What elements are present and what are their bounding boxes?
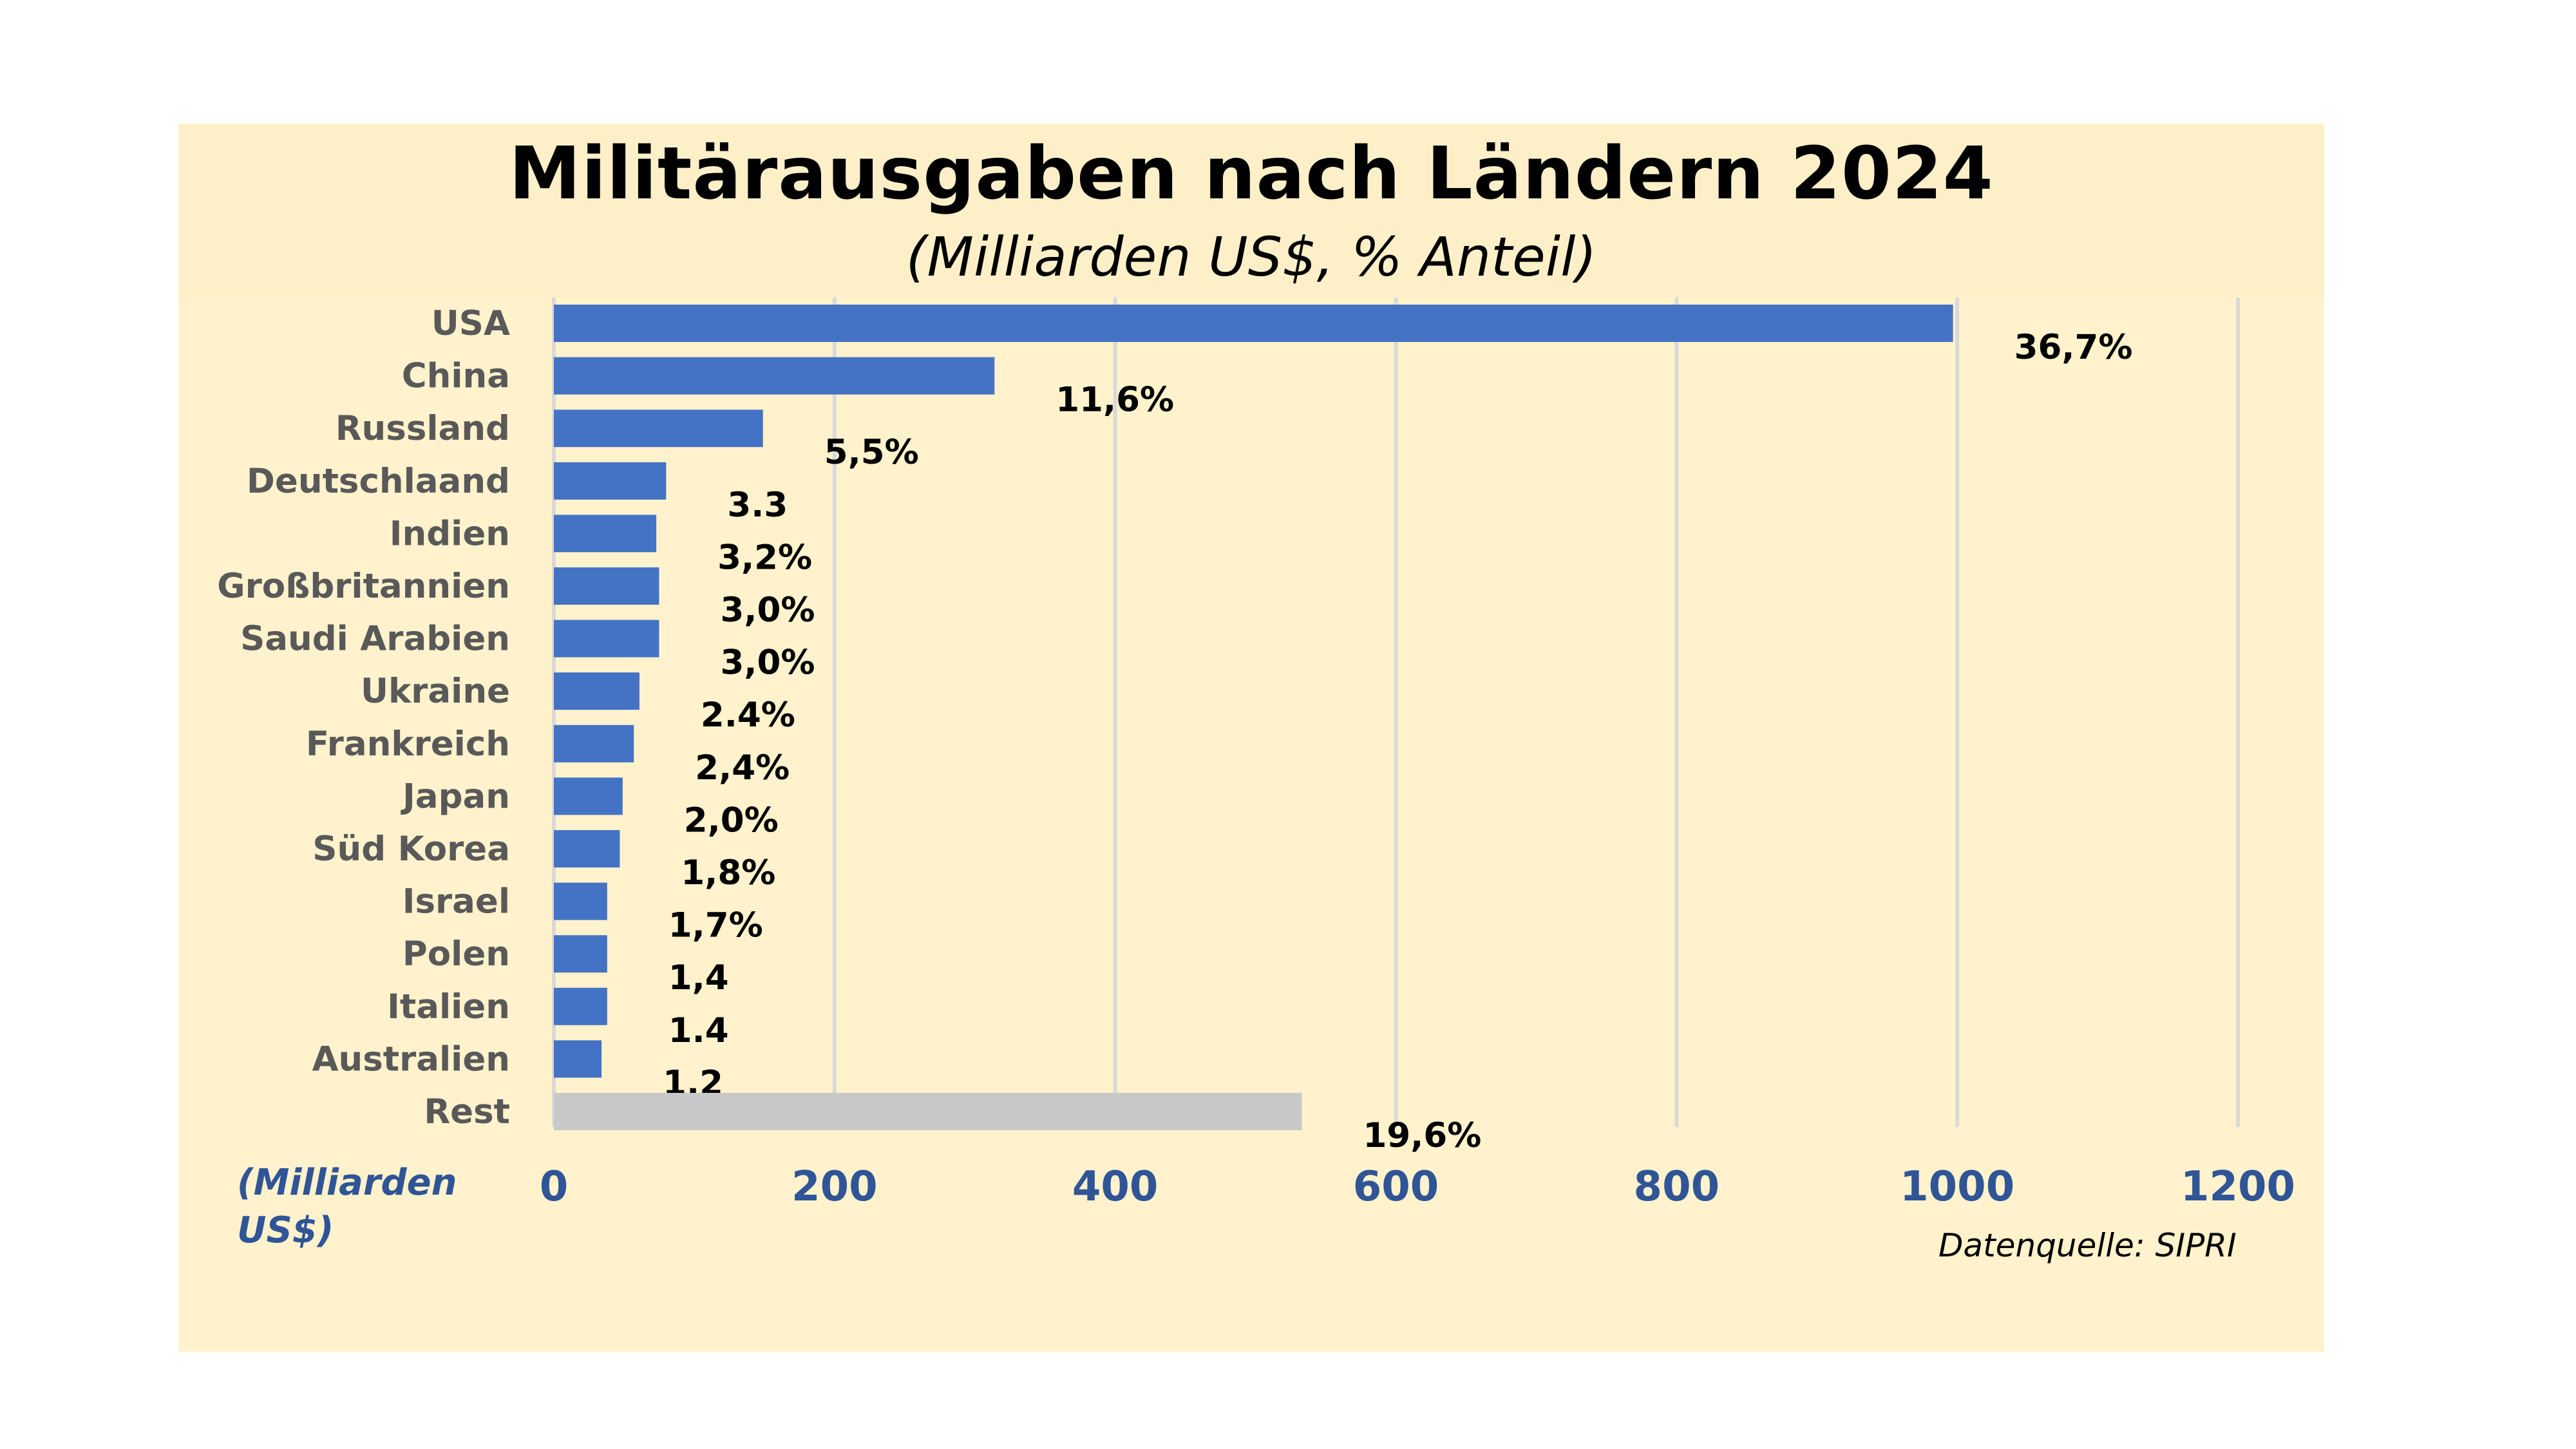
chart-title: Militärausgaben nach Ländern 2024 [509, 132, 1994, 216]
bar [554, 462, 667, 500]
data-label: 1,4 [668, 958, 729, 998]
bar [554, 935, 607, 973]
bar [554, 987, 607, 1025]
x-tick-label: 600 [1353, 1163, 1439, 1211]
category-label: Rest [424, 1092, 510, 1132]
category-label: Israel [402, 882, 510, 922]
data-label: 2,4% [695, 748, 790, 788]
data-label: 3,0% [720, 643, 815, 683]
data-label: 3,2% [717, 538, 812, 577]
bar [554, 305, 1953, 342]
x-tick-label: 0 [540, 1163, 569, 1211]
bar [554, 724, 634, 762]
bar [554, 515, 657, 553]
data-label: 2.4% [701, 696, 795, 735]
x-tick-label: 200 [791, 1163, 878, 1211]
x-tick-label: 800 [1634, 1163, 1720, 1211]
bar [554, 357, 995, 395]
data-label: 1,7% [668, 906, 763, 945]
data-label: 2,0% [684, 800, 779, 840]
x-axis-unit-label: (Milliarden US$) [237, 1162, 457, 1251]
bar [554, 620, 659, 658]
category-label: Ukraine [361, 672, 510, 711]
data-label: 11,6% [1056, 381, 1174, 420]
category-label: Frankreich [306, 724, 510, 764]
data-label: 5,5% [824, 433, 919, 472]
category-label: Polen [402, 934, 510, 974]
category-label: Saudi Arabien [240, 620, 510, 659]
data-label: 1.4 [668, 1011, 729, 1050]
bar [554, 882, 607, 920]
title-band [178, 124, 2324, 298]
category-label: USA [431, 304, 510, 343]
category-label: Deutschlaand [247, 462, 510, 501]
x-tick-label: 400 [1072, 1163, 1159, 1211]
bar [554, 1093, 1302, 1130]
data-label: 3,0% [720, 591, 815, 630]
category-label: Australien [312, 1039, 510, 1079]
data-label: 3.3 [727, 486, 788, 525]
category-label: Italien [387, 987, 510, 1027]
data-label: 19,6% [1363, 1116, 1481, 1155]
data-label: 1,8% [681, 853, 775, 893]
bar [554, 1040, 602, 1078]
x-tick-label: 1000 [1900, 1163, 2014, 1211]
bar [554, 567, 659, 605]
chart-subtitle: (Milliarden US$, % Anteil) [905, 225, 1597, 289]
bar [554, 410, 763, 448]
category-label: Russland [336, 409, 510, 448]
category-label: Großbritannien [217, 567, 510, 606]
category-label: China [402, 357, 510, 396]
x-tick-label: 1200 [2181, 1163, 2295, 1211]
category-label: Indien [390, 514, 510, 553]
bar [554, 672, 639, 710]
bar [554, 830, 620, 867]
bar [554, 777, 623, 815]
data-label: 36,7% [2014, 328, 2133, 367]
category-label: Japan [401, 777, 510, 816]
category-label: Süd Korea [312, 829, 510, 869]
source-note: Datenquelle: SIPRI [1938, 1227, 2237, 1264]
